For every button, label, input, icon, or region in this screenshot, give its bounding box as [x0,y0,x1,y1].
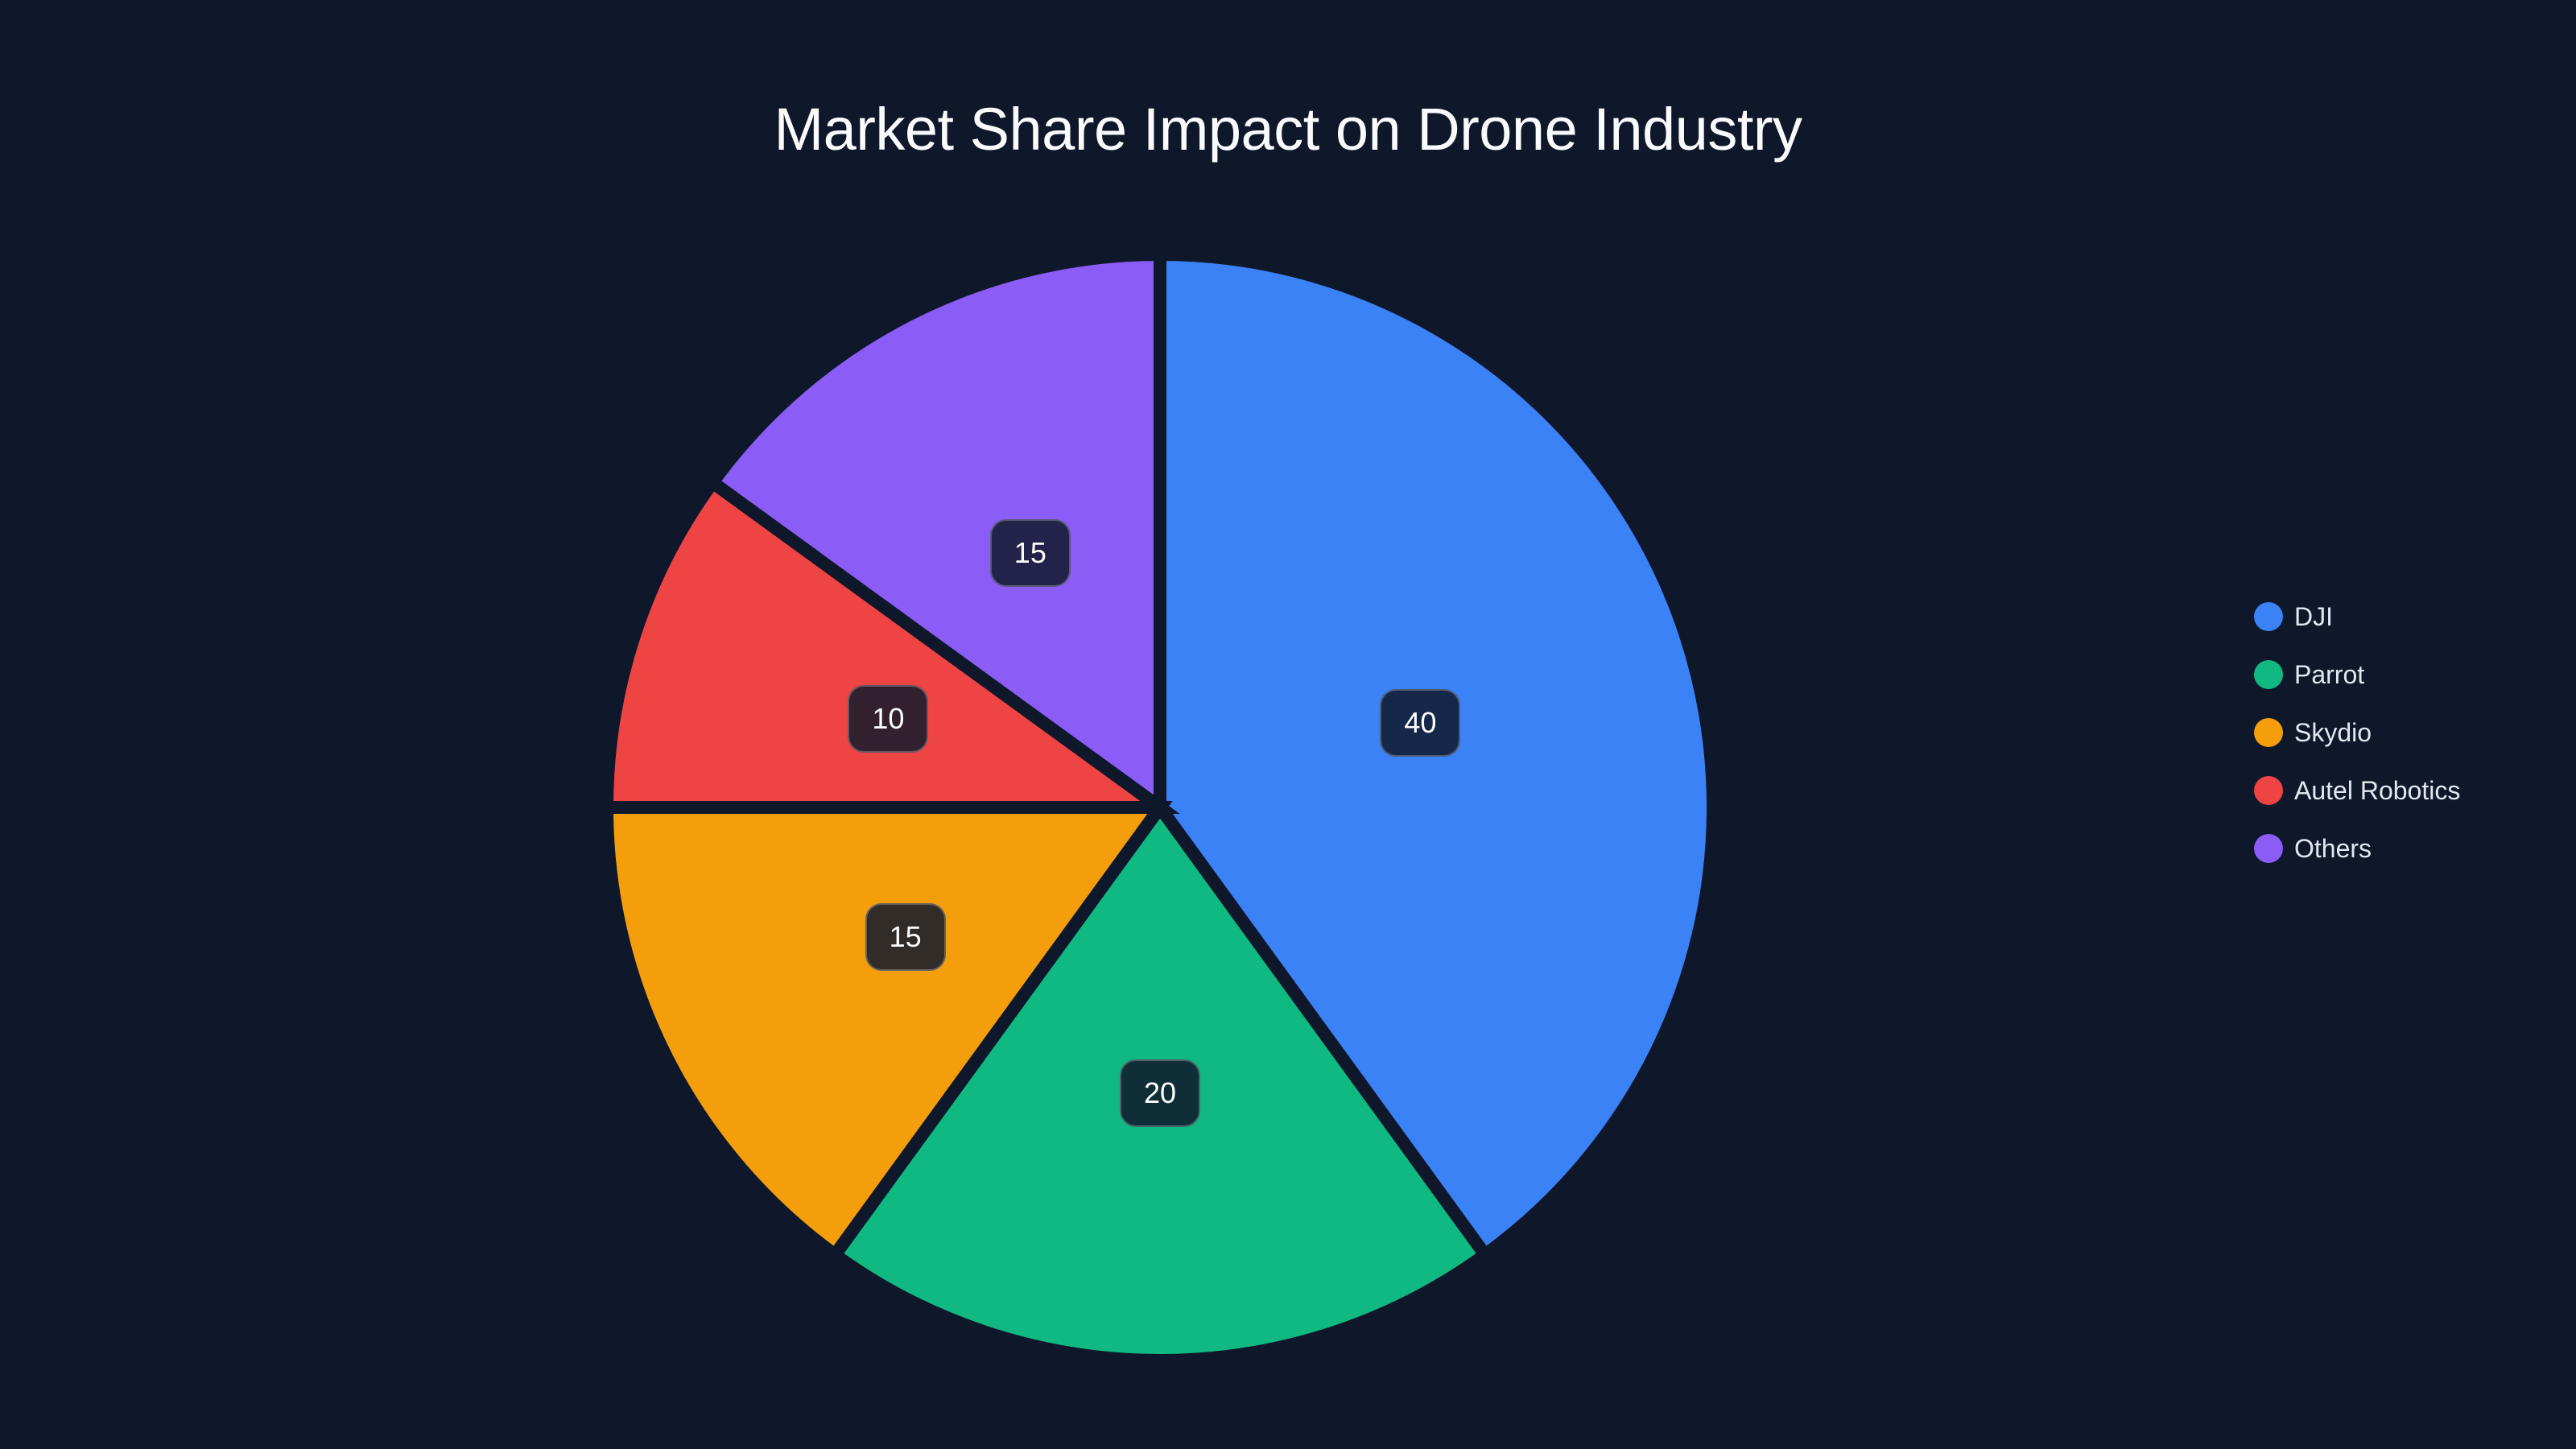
legend-swatch-icon [2254,834,2283,863]
legend-item[interactable]: Skydio [2254,704,2460,762]
legend-swatch-icon [2254,660,2283,689]
legend-label: Others [2294,833,2372,863]
pie-slice-others[interactable] [704,247,1166,820]
slice-value-label: 40 [1380,688,1461,757]
slice-value-label: 15 [865,903,946,972]
legend-swatch-icon [2254,602,2283,631]
legend-item[interactable]: Others [2254,819,2460,877]
legend-swatch-icon [2254,718,2283,747]
slice-value-label: 20 [1120,1059,1200,1127]
legend-item[interactable]: Autel Robotics [2254,762,2460,819]
legend-label: Skydio [2294,717,2372,747]
legend-item[interactable]: DJI [2254,588,2460,646]
legend-swatch-icon [2254,776,2283,805]
chart-title: Market Share Impact on Drone Industry [774,96,1802,163]
legend: DJI Parrot Skydio Autel Robotics Others [2254,588,2460,877]
legend-item[interactable]: Parrot [2254,646,2460,704]
legend-label: Parrot [2294,659,2365,689]
legend-label: DJI [2294,601,2333,631]
pie-slice-skydio[interactable] [600,801,1173,1264]
slice-value-label: 15 [989,518,1071,587]
legend-label: Autel Robotics [2294,775,2461,805]
slice-value-label: 10 [848,685,929,753]
pie-slice-autel-robotics[interactable] [600,473,1180,814]
